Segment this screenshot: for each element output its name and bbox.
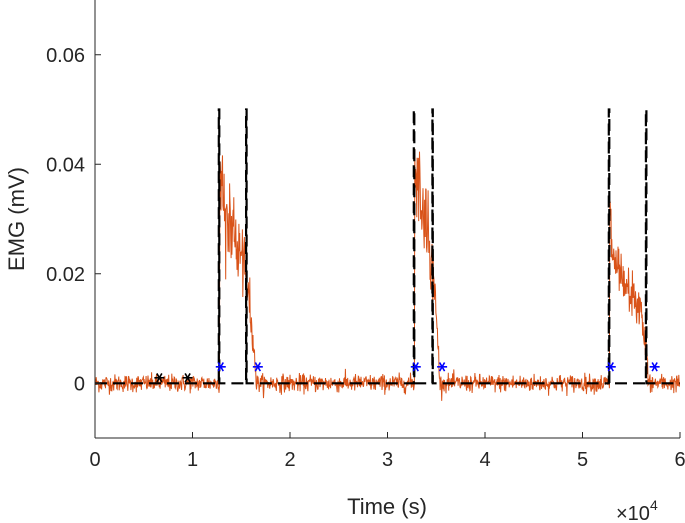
star-stroke <box>156 373 163 383</box>
x-tick-label: 0 <box>89 449 100 471</box>
star-stroke <box>217 362 224 372</box>
y-tick-label: 0.06 <box>46 45 85 67</box>
y-tick-label: 0.02 <box>46 264 85 286</box>
star-stroke <box>438 362 446 372</box>
calib-marker <box>182 373 193 383</box>
marker-layer <box>154 362 660 383</box>
threshold-dashed-line <box>95 108 680 385</box>
onset-marker <box>215 362 226 372</box>
y-tick-label: 0 <box>74 373 85 395</box>
x-tick-label: 3 <box>382 449 393 471</box>
x-tick-label: 4 <box>479 449 490 471</box>
y-axis-label: EMG (mV) <box>4 167 29 271</box>
x-exponent-power: 4 <box>650 497 658 513</box>
label-layer: Time (s) EMG (mV) ×104 <box>4 167 658 523</box>
x-tick-label: 1 <box>187 449 198 471</box>
star-stroke <box>412 362 419 372</box>
emg-signal-line <box>95 148 680 401</box>
star-stroke <box>651 362 658 372</box>
x-tick-label: 2 <box>284 449 295 471</box>
x-axis-label: Time (s) <box>347 494 427 519</box>
x-tick-label: 5 <box>577 449 588 471</box>
x-exponent-label: ×104 <box>616 497 658 523</box>
onset-marker <box>437 362 448 372</box>
onset-marker <box>252 362 263 372</box>
emg-signal-layer <box>95 148 680 401</box>
star-stroke <box>184 373 191 383</box>
axes-layer: 0 1 2 3 4 5 6 0 0.02 0.04 0.06 <box>46 0 685 471</box>
x-tick-label: 6 <box>674 449 685 471</box>
star-stroke <box>607 362 614 372</box>
star-stroke <box>254 362 262 372</box>
x-exponent-base: ×10 <box>616 503 650 523</box>
onset-marker <box>605 362 616 372</box>
onset-marker <box>410 362 421 372</box>
onset-marker <box>649 362 660 372</box>
threshold-layer <box>95 108 680 385</box>
calib-marker <box>154 373 165 383</box>
y-tick-label: 0.04 <box>46 154 85 176</box>
